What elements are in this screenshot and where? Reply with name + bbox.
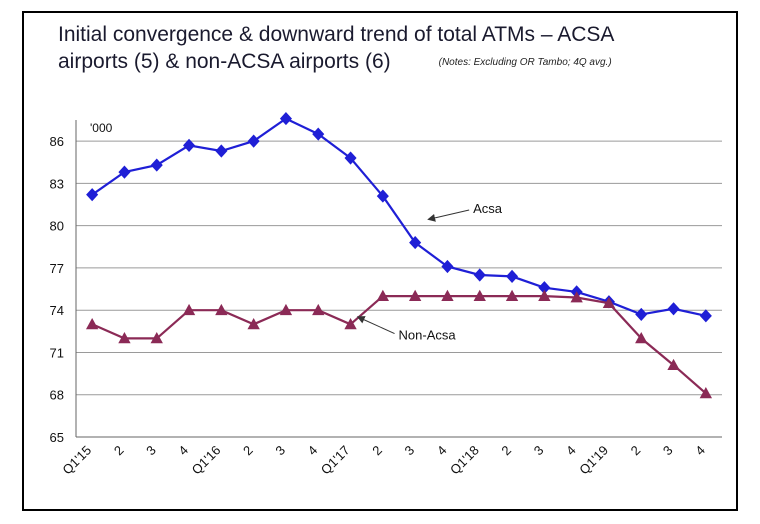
data-point-non-acsa — [441, 289, 454, 302]
x-tick-label: Q1'16 — [189, 443, 224, 478]
x-tick-label: 2 — [240, 443, 256, 459]
data-point-acsa — [376, 189, 389, 203]
data-point-non-acsa — [602, 296, 616, 309]
y-tick-label: 65 — [50, 430, 64, 445]
x-tick-label: Q1'17 — [318, 443, 353, 478]
data-point-non-acsa — [570, 291, 583, 303]
y-unit-label: '000 — [90, 121, 113, 135]
data-point-acsa — [215, 144, 228, 158]
data-point-acsa — [441, 259, 454, 274]
data-point-non-acsa — [635, 332, 648, 344]
x-tick-label: 3 — [143, 443, 159, 459]
data-point-acsa — [279, 111, 292, 126]
series-line-non-acsa — [91, 295, 707, 395]
y-tick-label: 83 — [50, 176, 64, 191]
data-point-non-acsa — [118, 332, 131, 344]
x-tick-label: 3 — [660, 443, 676, 459]
x-tick-label: 2 — [369, 443, 385, 459]
x-tick-label: 2 — [111, 443, 127, 459]
data-point-acsa — [667, 302, 680, 316]
data-point-non-acsa — [505, 289, 519, 302]
x-tick-label: Q1'15 — [59, 443, 94, 478]
x-tick-label: 2 — [628, 443, 644, 459]
data-point-non-acsa — [344, 317, 357, 330]
data-point-non-acsa — [215, 303, 228, 316]
data-point-non-acsa — [408, 289, 422, 302]
data-point-non-acsa — [667, 358, 680, 371]
data-point-non-acsa — [699, 386, 713, 399]
data-point-non-acsa — [312, 303, 325, 316]
chart-notes: (Notes: Excluding OR Tambo; 4Q avg.) — [438, 56, 612, 68]
chart-subtitle: airports (5) & non-ACSA airports (6) — [58, 50, 391, 73]
x-tick-label: 3 — [402, 443, 418, 459]
y-tick-label: 74 — [50, 303, 64, 318]
y-tick-label: 86 — [50, 134, 64, 149]
x-tick-label: 4 — [434, 443, 450, 459]
data-point-non-acsa — [376, 289, 390, 302]
y-tick-label: 71 — [50, 345, 64, 360]
data-point-acsa — [312, 127, 325, 141]
data-point-acsa — [247, 134, 260, 148]
data-point-non-acsa — [85, 317, 99, 330]
y-tick-label: 80 — [50, 219, 64, 234]
x-tick-label: 4 — [692, 443, 708, 459]
data-point-acsa — [699, 309, 712, 323]
acsa-leader-arrow — [427, 209, 470, 222]
data-point-non-acsa — [247, 317, 260, 330]
x-tick-label: 3 — [531, 443, 547, 459]
data-point-acsa — [183, 138, 196, 152]
x-tick-label: 4 — [563, 443, 579, 459]
x-tick-label: 4 — [305, 443, 321, 459]
data-point-non-acsa — [473, 289, 486, 302]
data-point-acsa — [86, 188, 99, 202]
data-point-non-acsa — [150, 332, 163, 344]
data-point-acsa — [118, 165, 131, 179]
data-point-acsa — [344, 151, 357, 165]
data-point-non-acsa — [182, 303, 196, 316]
data-point-acsa — [150, 158, 163, 172]
non-acsa-leader-arrow — [356, 316, 395, 335]
non-acsa-series-label: Non-Acsa — [399, 328, 457, 343]
data-point-acsa — [506, 269, 519, 283]
axes — [75, 120, 722, 438]
x-tick-label: 2 — [498, 443, 514, 459]
x-tick-labels: Q1'15 2 3 4Q1'16 2 3 4Q1'17 2 3 4Q1'18 2 3 4Q1'19 2 3 4 — [59, 443, 708, 478]
series-layer — [85, 111, 713, 399]
data-point-non-acsa — [538, 289, 551, 302]
data-point-non-acsa — [279, 303, 293, 316]
x-tick-label: 3 — [272, 443, 288, 459]
data-point-acsa — [635, 307, 648, 322]
chart-title: Initial convergence & downward trend of … — [58, 23, 615, 46]
series-line-acsa — [91, 117, 707, 317]
y-tick-label: 68 — [50, 388, 64, 403]
data-point-acsa — [473, 268, 486, 282]
acsa-series-label: Acsa — [473, 201, 503, 216]
y-tick-labels: 65 68 71 74 77 80 83 86 — [50, 134, 64, 445]
y-tick-label: 77 — [50, 261, 64, 276]
chart-frame: Initial convergence & downward trend of … — [22, 11, 738, 511]
x-tick-label: Q1'19 — [576, 443, 611, 478]
series-annotations: Acsa Non-Acsa — [356, 201, 503, 343]
x-tick-label: Q1'18 — [447, 443, 482, 478]
x-tick-label: 4 — [175, 443, 191, 459]
grid-lines — [76, 140, 722, 396]
data-point-acsa — [409, 235, 422, 250]
